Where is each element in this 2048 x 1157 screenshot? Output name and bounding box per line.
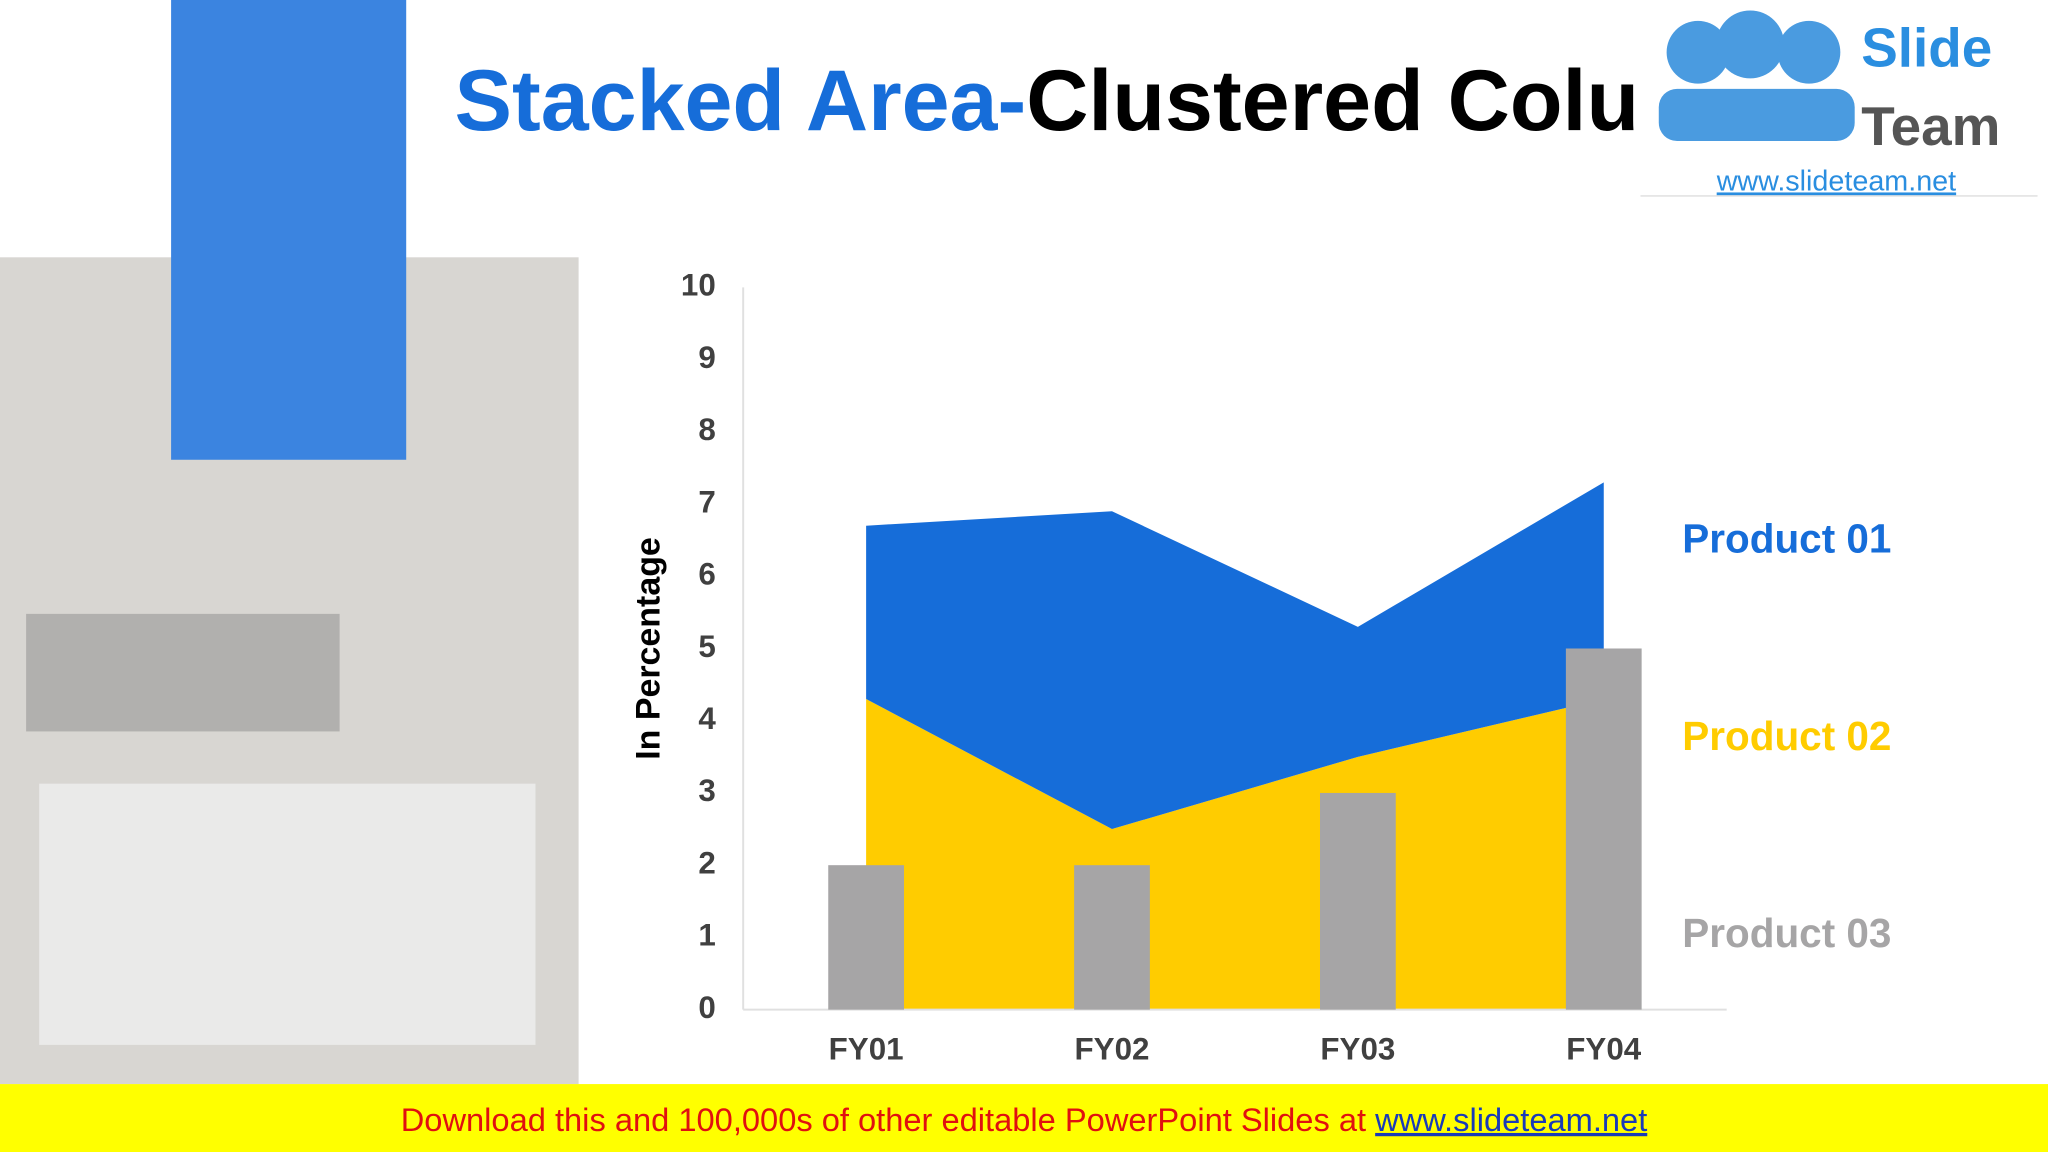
y-tick-label: 9 xyxy=(698,340,715,375)
y-tick-label: 10 xyxy=(681,268,716,303)
chart: 0 1 2 3 4 5 6 7 8 9 10 In Percentage Product 01 Produ… xyxy=(629,268,1891,1067)
y-tick-label: 5 xyxy=(698,629,715,664)
bar xyxy=(828,865,904,1010)
area xyxy=(866,482,1604,830)
y-tick-label: 2 xyxy=(698,845,715,880)
x-tick-label: FY01 xyxy=(829,1032,904,1067)
bar xyxy=(1320,792,1396,1010)
legend-label: Product 02 xyxy=(1682,713,1891,759)
logo-team: Team xyxy=(1861,95,2000,157)
bar xyxy=(1565,648,1642,1010)
x-tick-label: FY04 xyxy=(1566,1032,1641,1067)
y-tick-label: 3 xyxy=(698,773,715,808)
photo-calculator xyxy=(26,613,340,732)
logo-icon xyxy=(1658,10,1855,142)
x-tick-label: FY02 xyxy=(1075,1032,1150,1067)
legend-label: Product 03 xyxy=(1682,910,1891,956)
bar xyxy=(1074,865,1150,1010)
y-tick-label: 8 xyxy=(698,412,715,447)
title-part: Stacked Area- xyxy=(455,53,1027,149)
x-tick-label: FY03 xyxy=(1320,1032,1395,1067)
photo-paper xyxy=(39,783,536,1045)
y-tick-label: 6 xyxy=(698,557,715,592)
y-tick-label: 1 xyxy=(698,918,715,953)
accent-block xyxy=(171,0,407,460)
y-tick-label: 7 xyxy=(698,484,715,519)
title: Stacked Area-Clustered Column xyxy=(455,53,1769,149)
logo-slide: Slide xyxy=(1861,17,1992,79)
footer-text: Download this and 100,000s of other edit… xyxy=(401,1101,1375,1138)
footer-link[interactable]: www.slideteam.net xyxy=(1374,1101,1647,1138)
y-tick-label: 0 xyxy=(698,990,715,1025)
legend-label: Product 01 xyxy=(1682,516,1891,562)
area xyxy=(866,699,1604,1010)
footer-bar xyxy=(0,1084,2048,1152)
y-axis-label: In Percentage xyxy=(629,537,667,760)
y-tick-label: 4 xyxy=(698,701,716,736)
footer: Download this and 100,000s of other edit… xyxy=(401,1101,1648,1138)
logo-url[interactable]: www.slideteam.net xyxy=(1716,165,1956,197)
